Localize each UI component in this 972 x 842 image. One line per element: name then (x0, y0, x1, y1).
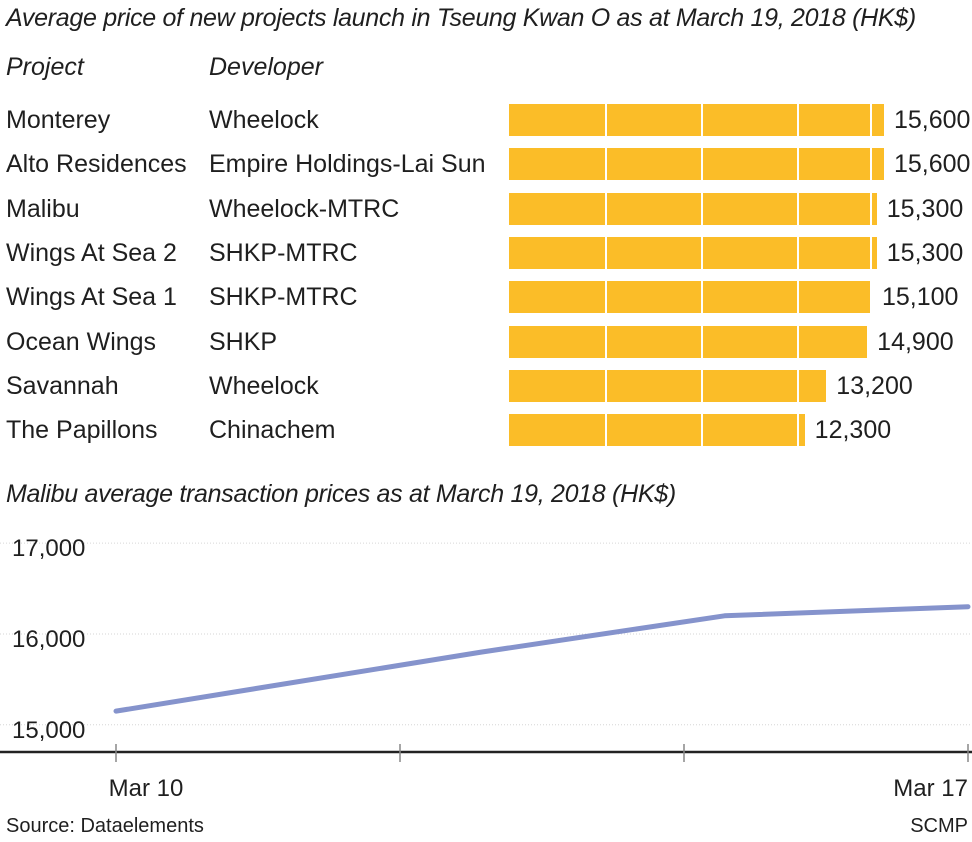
bar-gridline (797, 192, 800, 225)
bar-value-label: 14,900 (877, 327, 954, 356)
bar-value-label: 13,200 (836, 371, 913, 400)
bar-gridline (701, 148, 704, 181)
project-name: Alto Residences (6, 150, 187, 179)
bar-gridline (701, 414, 704, 447)
bar (509, 104, 884, 136)
bar-row: Ocean Wings SHKP 14,900 (0, 324, 972, 368)
credit-note: SCMP (910, 815, 968, 837)
bar (509, 148, 884, 181)
y-tick-label: 17,000 (12, 535, 85, 562)
bar-gridline (701, 325, 704, 358)
bar-gridline (605, 369, 608, 402)
bar-gridline (605, 236, 608, 269)
project-name: Savannah (6, 371, 119, 400)
bar (509, 281, 872, 314)
column-header-project: Project (6, 53, 84, 81)
bar-row: Alto Residences Empire Holdings-Lai Sun 15… (0, 146, 972, 190)
project-name: Wings At Sea 1 (6, 283, 177, 312)
project-name: Wings At Sea 2 (6, 238, 177, 267)
bar-gridline (797, 148, 800, 181)
bar-gridline (869, 192, 872, 225)
bar-gridline (869, 148, 872, 181)
bar-gridline (605, 104, 608, 136)
developer-name: SHKP-MTRC (209, 238, 358, 267)
bar (509, 369, 827, 402)
bar-row: The Papillons Chinachem 12,300 (0, 412, 972, 456)
source-note: Source: Dataelements (6, 815, 204, 837)
bar-value-label: 15,300 (886, 238, 964, 267)
bar-gridline (605, 325, 608, 358)
bar-gridline (701, 192, 704, 225)
developer-name: SHKP (209, 327, 278, 356)
y-tick-label: 16,000 (12, 626, 85, 653)
bar-gridline (869, 236, 872, 269)
developer-name: Wheelock-MTRC (209, 194, 400, 223)
bar-gridline (797, 236, 800, 269)
bar-value-label: 12,300 (814, 416, 892, 445)
developer-name: Wheelock (209, 371, 319, 400)
bar-value-label: 15,600 (894, 150, 971, 179)
bar (509, 325, 868, 358)
x-tick-label: Mar 17 (893, 775, 968, 802)
bar-value-label: 15,300 (886, 194, 964, 223)
line-chart-title: Malibu average transaction prices as at … (6, 480, 676, 508)
bar-gridline (701, 236, 704, 269)
bar-gridline (701, 104, 704, 136)
bar (509, 192, 877, 225)
bar-row: Malibu Wheelock-MTRC 15,300 (0, 191, 972, 235)
bar-gridline (701, 281, 704, 314)
bar-row: Wings At Sea 2 SHKP-MTRC 15,300 (0, 235, 972, 279)
x-tick-label: Mar 10 (109, 775, 184, 802)
developer-name: Chinachem (209, 416, 336, 445)
bar-gridline (605, 414, 608, 447)
project-name: Monterey (6, 106, 111, 134)
developer-name: Wheelock (209, 106, 319, 134)
bar-value-label: 15,100 (881, 283, 959, 312)
bar-gridline (797, 325, 800, 358)
column-header-developer: Developer (209, 53, 323, 81)
bar-gridline (869, 281, 872, 314)
bar-gridline (797, 281, 800, 314)
bar-gridline (797, 414, 800, 447)
bar-chart-title: Average price of new projects launch in … (6, 4, 916, 32)
project-name: The Papillons (6, 416, 158, 445)
bar-gridline (797, 369, 800, 402)
bar (509, 236, 877, 269)
bar-gridline (701, 369, 704, 402)
project-name: Ocean Wings (6, 327, 157, 356)
bar-gridline (869, 104, 872, 136)
bar-row: Wings At Sea 1 SHKP-MTRC 15,100 (0, 279, 972, 323)
bar-row: Monterey Wheelock 15,600 (0, 102, 972, 146)
developer-name: Empire Holdings-Lai Sun (209, 150, 486, 179)
bar-gridline (605, 281, 608, 314)
developer-name: SHKP-MTRC (209, 283, 358, 312)
bar-gridline (605, 148, 608, 181)
bar-row: Savannah Wheelock 13,200 (0, 368, 972, 412)
bar-gridline (797, 104, 800, 136)
series-line (113, 604, 971, 714)
bar-gridline (605, 192, 608, 225)
project-name: Malibu (6, 194, 80, 223)
bar-value-label: 15,600 (894, 106, 971, 134)
y-tick-label: 15,000 (12, 717, 85, 744)
bar (509, 414, 805, 447)
